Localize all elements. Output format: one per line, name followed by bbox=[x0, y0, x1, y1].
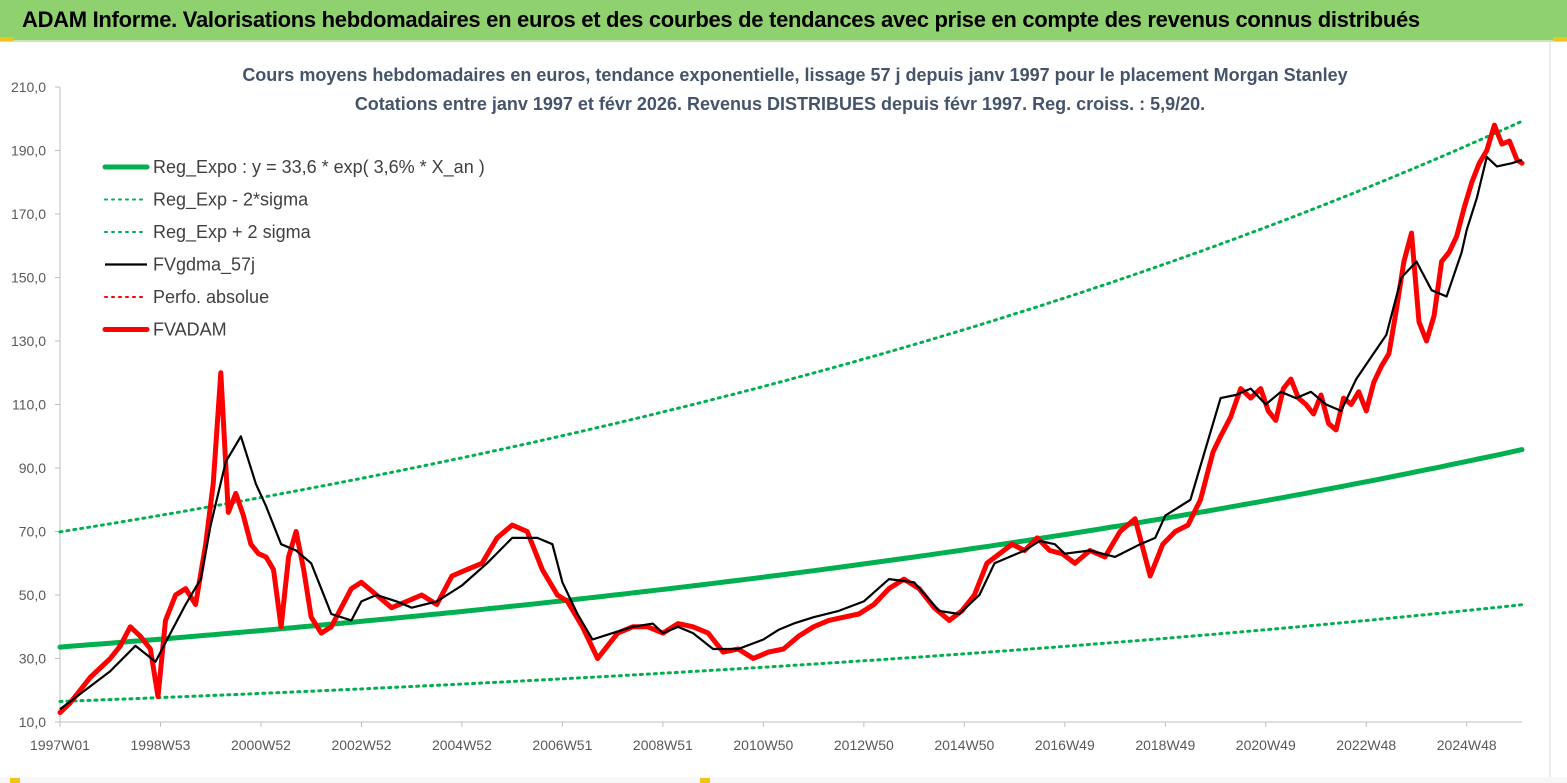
bottom-strip bbox=[0, 777, 1567, 783]
series-line-fvgdma-57j bbox=[59, 155, 1523, 711]
x-tick-label: 2024W48 bbox=[1437, 737, 1497, 753]
x-tick-label: 2002W52 bbox=[331, 737, 391, 753]
chart-title-line1: Cours moyens hebdomadaires en euros, ten… bbox=[242, 65, 1347, 85]
y-tick-label: 30,0 bbox=[19, 651, 46, 667]
legend-label: Reg_Exp - 2*sigma bbox=[153, 190, 309, 211]
series-line-reg-exp-2-sigma bbox=[58, 119, 1524, 534]
y-tick-label: 50,0 bbox=[19, 587, 46, 603]
legend: Reg_Expo : y = 33,6 * exp( 3,6% * X_an )… bbox=[102, 157, 485, 340]
x-axis: 1997W01 1998W53 2000W52 2002W52 2004W52 2006W… bbox=[30, 721, 1522, 753]
x-tick-label: 2014W50 bbox=[934, 737, 994, 753]
chart: Cours moyens hebdomadaires en euros, ten… bbox=[0, 42, 1567, 777]
legend-label: Perfo. absolue bbox=[153, 287, 269, 307]
x-tick-label: 2006W51 bbox=[532, 737, 592, 753]
legend-label: FVgdma_57j bbox=[153, 255, 255, 276]
x-tick-label: 2000W52 bbox=[231, 737, 291, 753]
series-line-reg-exp-2-sigma bbox=[58, 603, 1524, 703]
x-tick-label: 1997W01 bbox=[30, 737, 90, 753]
x-tick-label: 2022W48 bbox=[1336, 737, 1396, 753]
header-bar: ADAM Informe. Valorisations hebdomadaire… bbox=[0, 0, 1567, 42]
y-tick-label: 70,0 bbox=[19, 524, 46, 540]
series-layer bbox=[57, 119, 1525, 715]
y-axis: 10,0 30,0 50,0 70,0 90,0 110,0 130,0 150,0 170,0… bbox=[11, 79, 61, 730]
y-tick-label: 150,0 bbox=[11, 270, 46, 286]
x-tick-label: 2008W51 bbox=[633, 737, 693, 753]
x-tick-label: 1998W53 bbox=[131, 737, 191, 753]
series-line-reg-expo-y-33-6-exp-3-6-x-an bbox=[57, 447, 1525, 650]
chart-title-line2: Cotations entre janv 1997 et févr 2026. … bbox=[355, 94, 1205, 114]
corner-mark-left bbox=[0, 37, 14, 41]
y-tick-label: 210,0 bbox=[11, 79, 46, 95]
y-tick-label: 110,0 bbox=[12, 397, 46, 413]
legend-label: FVADAM bbox=[153, 320, 227, 340]
x-tick-label: 2016W49 bbox=[1035, 737, 1095, 753]
y-tick-label: 190,0 bbox=[11, 143, 46, 159]
y-tick-label: 170,0 bbox=[11, 206, 46, 222]
corner-mark-right bbox=[1553, 37, 1567, 41]
x-tick-label: 2004W52 bbox=[432, 737, 492, 753]
x-tick-label: 2010W50 bbox=[733, 737, 793, 753]
chart-background bbox=[0, 42, 1567, 777]
x-tick-label: 2012W50 bbox=[834, 737, 894, 753]
y-tick-label: 10,0 bbox=[19, 714, 46, 730]
x-tick-label: 2018W49 bbox=[1135, 737, 1195, 753]
x-tick-label: 2020W49 bbox=[1236, 737, 1296, 753]
y-tick-label: 90,0 bbox=[19, 460, 46, 476]
series-line-fvadam bbox=[57, 122, 1525, 715]
bottom-mark-mid bbox=[700, 778, 710, 783]
legend-label: Reg_Exp + 2 sigma bbox=[153, 222, 312, 243]
bottom-mark-left bbox=[10, 778, 20, 783]
header-title: ADAM Informe. Valorisations hebdomadaire… bbox=[22, 7, 1420, 32]
y-tick-label: 130,0 bbox=[11, 333, 46, 349]
legend-label: Reg_Expo : y = 33,6 * exp( 3,6% * X_an ) bbox=[153, 157, 485, 178]
